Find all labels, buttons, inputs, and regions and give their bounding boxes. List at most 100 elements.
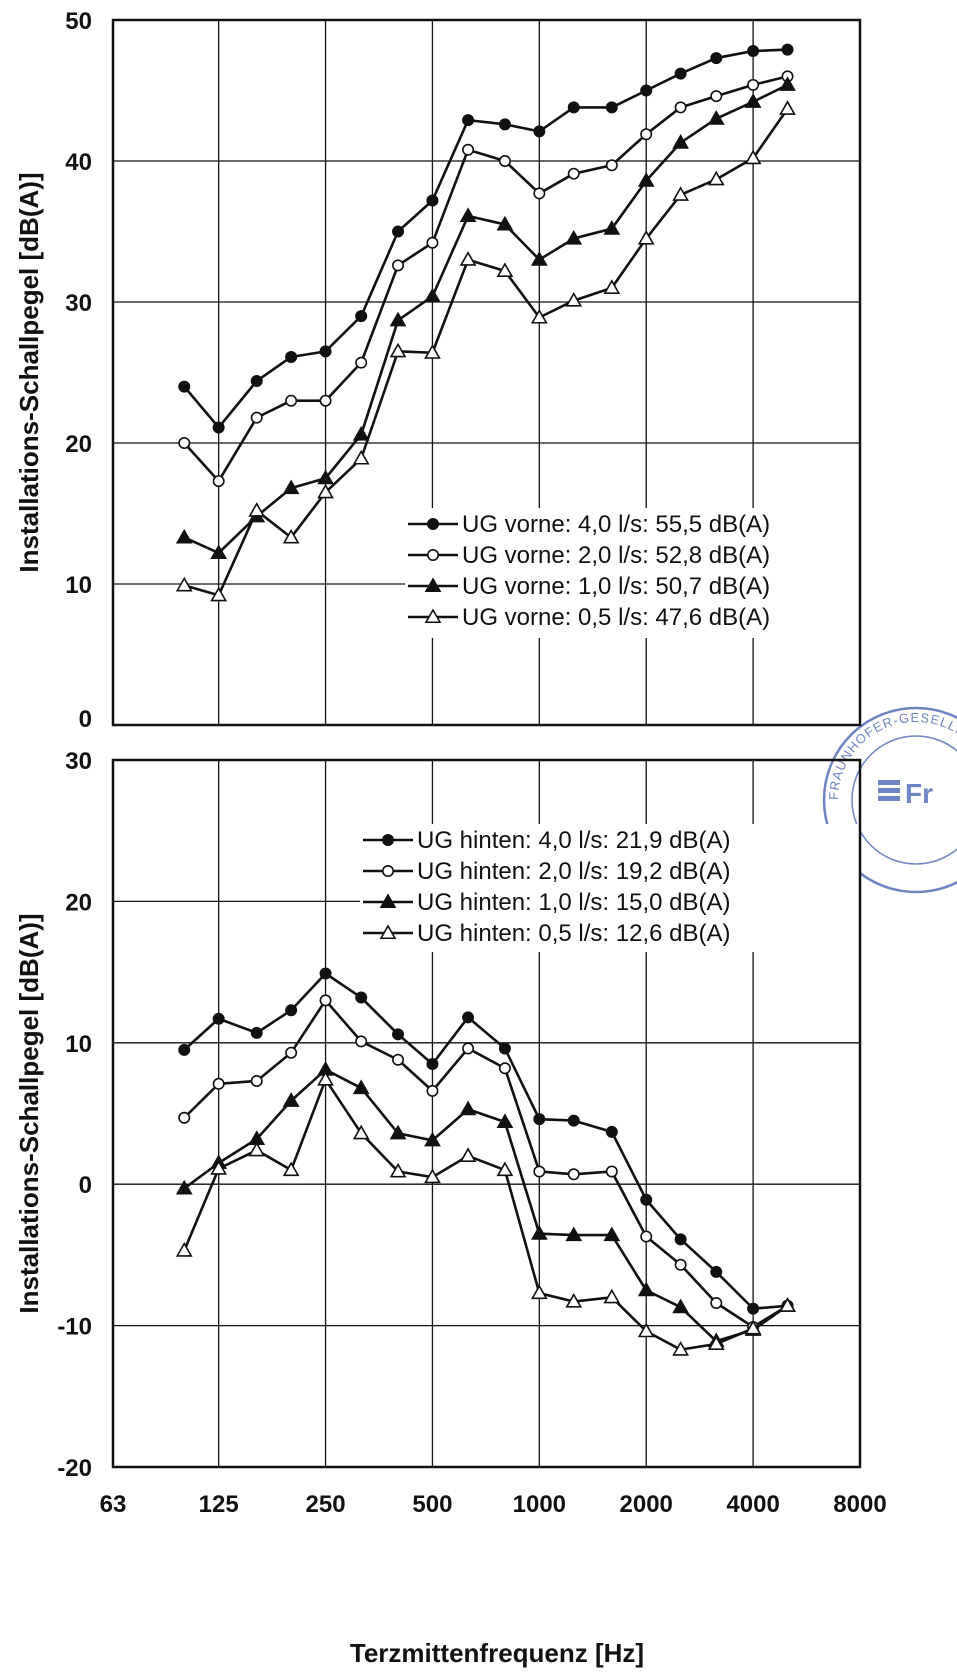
bottom-chart-y-tick-labels: -20 -10 0 10 20 30 <box>57 748 92 1482</box>
top-chart-y-tick-label: 40 <box>65 149 92 176</box>
top-chart-data-point <box>178 436 191 449</box>
top-chart-data-point <box>747 78 760 91</box>
top-chart-legend-label: UG vorne: 2,0 l/s: 52,8 dB(A) <box>462 542 770 569</box>
bottom-chart-legend-marker <box>381 864 394 877</box>
bottom-chart-data-point <box>250 1026 263 1039</box>
x-tick-label: 250 <box>306 1491 346 1518</box>
top-chart-data-point <box>672 134 690 149</box>
bottom-chart-data-point <box>533 1113 546 1126</box>
x-tick-label: 2000 <box>620 1491 673 1518</box>
top-chart-data-point <box>462 143 475 156</box>
bottom-chart-data-point <box>319 967 332 980</box>
top-chart-data-point <box>392 259 405 272</box>
top-chart-data-point <box>352 449 370 465</box>
top-chart-series-2 <box>178 70 794 488</box>
bottom-chart-data-point <box>462 1011 475 1024</box>
fraunhofer-logo-icon: Fr <box>878 778 933 809</box>
top-chart-y-tick-labels: 0 10 20 30 40 50 <box>65 8 92 733</box>
top-chart-data-point <box>637 229 655 245</box>
top-chart-data-point <box>319 394 332 407</box>
top-chart-data-point <box>565 291 583 307</box>
bottom-chart-data-point <box>710 1296 723 1309</box>
bottom-chart-frame <box>111 758 862 1469</box>
bottom-chart-data-point <box>605 1125 618 1138</box>
fraunhofer-stamp: FRAUNHOFER-GESELLSCHAFT ZUR FÖRDERUNG Fr <box>0 0 957 894</box>
bottom-chart-data-point <box>496 1113 514 1129</box>
bottom-chart-data-point <box>319 994 332 1007</box>
x-tick-label: 1000 <box>513 1491 566 1518</box>
top-chart-legend-marker <box>426 548 439 561</box>
top-chart-data-point <box>459 207 477 223</box>
top-chart-data-point <box>533 125 546 138</box>
top-chart-legend-label: UG vorne: 4,0 l/s: 55,5 dB(A) <box>462 511 770 538</box>
top-chart-data-point <box>603 279 621 294</box>
bottom-chart-y-axis-label: Installations-Schallpegel [dB(A)] <box>14 913 44 1313</box>
bottom-chart-data-point <box>747 1302 760 1315</box>
top-chart-data-point <box>744 93 762 108</box>
top-chart-data-point <box>567 101 580 114</box>
top-chart-legend-entry: UG vorne: 0,5 l/s: 47,6 dB(A) <box>408 604 770 631</box>
top-chart-data-point <box>533 187 546 200</box>
top-chart-data-point <box>530 308 548 324</box>
bottom-chart-y-tick-label: 30 <box>65 748 92 775</box>
top-chart-data-point <box>175 528 193 544</box>
top-chart-legend-label: UG vorne: 0,5 l/s: 47,6 dB(A) <box>462 604 770 631</box>
top-chart-y-tick-label: 30 <box>65 290 92 317</box>
bottom-chart-data-point <box>212 1077 225 1090</box>
top-chart-data-point <box>317 469 334 485</box>
x-tick-label: 500 <box>412 1491 452 1518</box>
top-chart-data-point <box>605 159 618 172</box>
bottom-chart-data-point <box>352 1079 370 1095</box>
bottom-chart-data-point <box>530 1284 548 1300</box>
top-chart-data-point <box>212 475 225 488</box>
bottom-chart-data-point <box>707 1335 725 1351</box>
top-chart-data-point <box>319 345 332 358</box>
bottom-chart-y-tick-label: 20 <box>65 889 92 916</box>
bottom-chart-data-point <box>248 1141 266 1157</box>
top-chart-data-point <box>530 251 548 266</box>
bottom-chart-data-point <box>498 1062 511 1075</box>
bottom-chart-data-point <box>459 1147 477 1162</box>
top-chart-data-point <box>282 479 300 495</box>
top-chart-data-point <box>426 194 439 207</box>
top-chart-legend-entry: UG vorne: 4,0 l/s: 55,5 dB(A) <box>408 511 770 538</box>
bottom-chart-data-point <box>212 1012 225 1025</box>
x-tick-label: 4000 <box>726 1491 779 1518</box>
bottom-chart-y-tick-label: -20 <box>57 1455 92 1482</box>
top-chart-data-point <box>707 110 725 125</box>
x-tick-label: 8000 <box>833 1491 886 1518</box>
top-chart-data-point <box>178 380 191 393</box>
bottom-chart-data-point <box>424 1168 441 1184</box>
top-chart-data-point <box>459 251 477 266</box>
bottom-chart-data-point <box>462 1042 475 1055</box>
top-chart-data-point <box>282 528 300 544</box>
bottom-chart-data-point <box>496 1161 514 1177</box>
bottom-chart-series <box>175 967 796 1356</box>
bottom-chart-data-point <box>392 1053 405 1066</box>
top-chart-data-point <box>175 576 193 592</box>
bottom-chart-series-4 <box>175 1070 796 1356</box>
bottom-chart-y-tick-label: 0 <box>79 1172 92 1199</box>
x-tick-label: 125 <box>199 1491 239 1518</box>
top-chart-y-axis-label: Installations-Schallpegel [dB(A)] <box>14 172 44 572</box>
top-chart-y-tick-label: 10 <box>65 572 92 599</box>
bottom-chart-data-point <box>424 1131 441 1147</box>
bottom-chart-data-point <box>637 1281 655 1297</box>
bottom-chart-data-point <box>567 1168 580 1181</box>
bottom-chart-y-tick-label: 10 <box>65 1031 92 1058</box>
top-chart-data-point <box>710 90 723 103</box>
bottom-chart-legend-marker <box>379 893 397 909</box>
bottom-chart-panel: UG hinten: 4,0 l/s: 21,9 dB(A) UG hinten:… <box>14 748 862 1482</box>
bottom-chart-data-point <box>352 1124 370 1140</box>
top-chart-data-point <box>424 344 441 359</box>
bottom-chart-data-point <box>672 1341 690 1356</box>
top-chart-data-point <box>389 342 407 358</box>
bottom-chart-legend-label: UG hinten: 4,0 l/s: 21,9 dB(A) <box>417 827 731 854</box>
top-chart-panel: UG vorne: 4,0 l/s: 55,5 dB(A) UG vorne: 2… <box>14 8 862 733</box>
top-chart-data-point <box>781 43 794 56</box>
top-chart-data-point <box>605 101 618 114</box>
x-axis-label: Terzmittenfrequenz [Hz] <box>350 1638 644 1668</box>
top-chart-data-point <box>674 101 687 114</box>
top-chart-data-point <box>567 167 580 180</box>
bottom-chart-series-line <box>183 999 789 1329</box>
